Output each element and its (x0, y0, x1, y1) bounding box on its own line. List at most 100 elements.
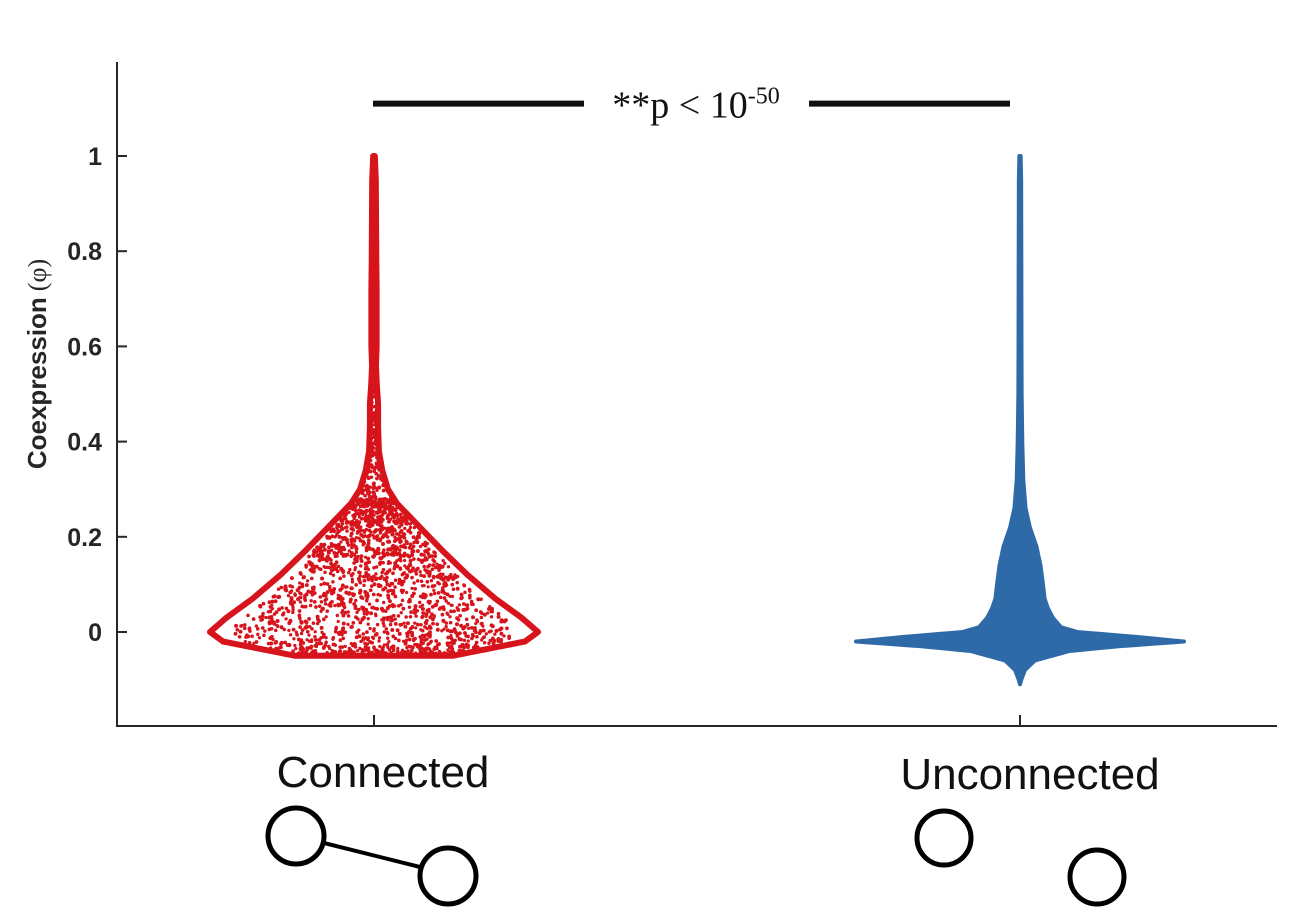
violin-point (381, 554, 386, 559)
violin-point (260, 626, 265, 630)
violin-point (256, 632, 260, 637)
violin-point (399, 534, 404, 539)
violin-point (415, 622, 420, 627)
violin-point (277, 607, 282, 612)
violin-point (368, 439, 373, 444)
violin-point (386, 519, 391, 524)
violin-point (298, 652, 302, 656)
violin-point (325, 650, 329, 655)
violin-point (298, 581, 302, 585)
violin-point (489, 623, 494, 628)
violin-point (373, 633, 378, 637)
violin-point (496, 611, 501, 616)
violin-point (317, 553, 321, 557)
violin-point (401, 531, 406, 536)
violin-point (345, 521, 349, 525)
violin-point (414, 538, 418, 543)
violin-point (341, 613, 346, 618)
violin-point (317, 604, 322, 608)
violin-point (502, 634, 506, 638)
violin-point (313, 635, 317, 639)
violin-point (337, 534, 342, 539)
violin-point (438, 651, 443, 656)
violin-point (371, 653, 375, 658)
violin-unconnected (854, 154, 1186, 687)
violin-point (352, 650, 356, 654)
violin-point (350, 545, 354, 550)
violin-point (453, 630, 457, 634)
violin-point (311, 621, 316, 625)
violin-point (321, 593, 326, 598)
violin-point (374, 413, 379, 418)
violin-point (441, 586, 445, 590)
violin-point (441, 558, 445, 563)
violin-point (380, 647, 385, 652)
violin-point (305, 638, 309, 642)
violin-point (398, 548, 402, 552)
violin-point (345, 529, 349, 533)
violin-point (390, 628, 395, 632)
violin-point (307, 633, 311, 637)
violin-point (370, 320, 374, 324)
violin-point (372, 536, 376, 540)
violin-point (358, 620, 363, 625)
violin-point (374, 394, 379, 399)
violin-point (406, 529, 410, 533)
violin-point (298, 643, 302, 647)
violin-point (382, 548, 386, 552)
violin-point (328, 571, 333, 576)
violin-point (368, 547, 372, 551)
violin-point (351, 593, 356, 598)
violin-point (415, 609, 420, 613)
violin-point (449, 633, 453, 638)
violin-point (366, 577, 371, 582)
violin-point (448, 594, 452, 598)
violin-point (327, 646, 332, 651)
violin-point (251, 617, 256, 621)
violin-point (347, 510, 351, 514)
violin-point (351, 572, 355, 576)
violin-point (412, 557, 416, 561)
node-circle (265, 805, 327, 867)
violin-point (461, 602, 466, 606)
violin-point (349, 531, 354, 536)
violin-point (318, 546, 323, 550)
violin-point (374, 565, 379, 569)
violin-point (362, 479, 367, 484)
violin-point (426, 599, 431, 604)
violin-point (435, 627, 440, 632)
violin-point (416, 557, 421, 562)
violin-point (355, 610, 359, 614)
violin-point (398, 566, 403, 571)
violin-point (391, 604, 395, 609)
violin-point (370, 194, 375, 199)
violin-point (377, 639, 381, 643)
significance-bracket: **p < 10-50 (373, 84, 1010, 127)
violin-point (436, 591, 441, 595)
violin-point (419, 573, 423, 578)
violin-point (329, 558, 333, 562)
violin-point (369, 408, 373, 412)
violin-point (279, 625, 284, 630)
violin-point (383, 497, 387, 501)
violin-point (402, 558, 407, 563)
violin-point (371, 357, 376, 362)
violin-point (350, 519, 355, 524)
violin-point (419, 637, 424, 642)
violin-point (466, 639, 470, 643)
violin-point (447, 575, 451, 579)
violin-point (448, 620, 453, 625)
violin-point (309, 644, 314, 649)
violin-point (297, 609, 302, 613)
violin-point (343, 630, 348, 635)
violin-point (314, 644, 319, 649)
violin-point (425, 618, 429, 623)
violin-point (341, 547, 346, 551)
violin-point (365, 565, 369, 569)
violin-point (370, 512, 375, 517)
violin-point (375, 488, 379, 493)
violin-point (300, 628, 305, 632)
violin-point (373, 170, 377, 174)
violin-point (376, 592, 381, 597)
violin-point (432, 614, 436, 618)
